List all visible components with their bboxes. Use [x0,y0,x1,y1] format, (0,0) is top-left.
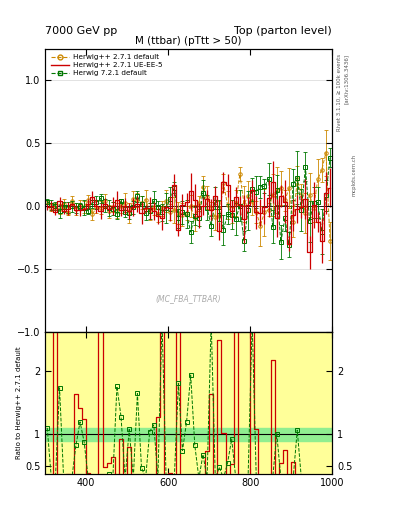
Legend: Herwig++ 2.7.1 default, Herwig++ 2.7.1 UE-EE-5, Herwig 7.2.1 default: Herwig++ 2.7.1 default, Herwig++ 2.7.1 U… [49,52,164,78]
Text: Top (parton level): Top (parton level) [234,26,332,36]
Text: [arXiv:1306.3436]: [arXiv:1306.3436] [344,54,349,104]
Text: mcplots.cern.ch: mcplots.cern.ch [351,154,356,196]
Text: 7000 GeV pp: 7000 GeV pp [45,26,118,36]
Text: (MC_FBA_TTBAR): (MC_FBA_TTBAR) [156,294,221,304]
Title: M (ttbar) (pTtt > 50): M (ttbar) (pTtt > 50) [136,36,242,47]
Bar [45,428,332,440]
Y-axis label: Ratio to Herwig++ 2.7.1 default: Ratio to Herwig++ 2.7.1 default [16,347,22,459]
Text: Rivet 3.1.10, ≥ 100k events: Rivet 3.1.10, ≥ 100k events [337,54,342,131]
